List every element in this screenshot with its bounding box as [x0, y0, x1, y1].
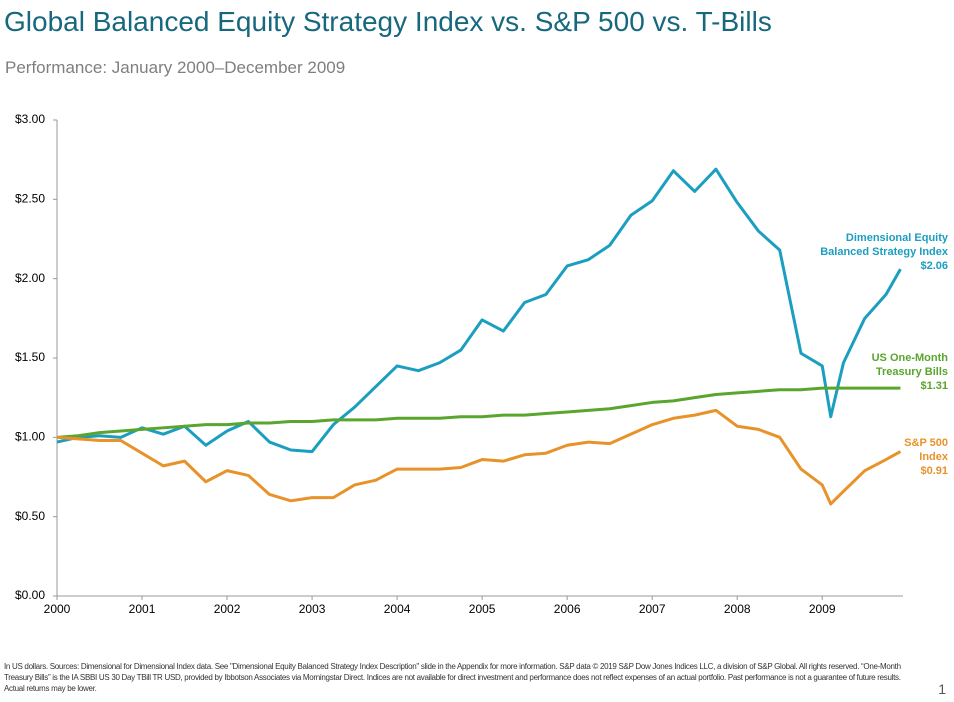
x-tick-label: 2003: [299, 602, 326, 616]
footnote: In US dollars. Sources: Dimensional for …: [4, 662, 901, 693]
y-tick-label: $1.50: [15, 350, 45, 364]
x-tick-label: 2000: [44, 602, 71, 616]
series-line: [56, 408, 902, 506]
x-tick-label: 2009: [809, 602, 836, 616]
x-tick-label: 2007: [639, 602, 666, 616]
x-tick-label: 2005: [469, 602, 496, 616]
series-label: Dimensional Equity Balanced Strategy Ind…: [798, 231, 948, 273]
x-tick-label: 2002: [214, 602, 241, 616]
series-line: [56, 386, 901, 439]
data-label: $1.31: [920, 380, 948, 392]
y-tick-label: $1.00: [15, 430, 45, 444]
series-label: S&P 500 Index $0.91: [878, 436, 948, 478]
legend-entry: US One-Month Treasury Bills: [871, 352, 948, 378]
y-tick-label: $0.50: [15, 509, 45, 523]
y-tick-label: $2.50: [15, 192, 45, 206]
x-tick-label: 2006: [554, 602, 581, 616]
chart-title: Global Balanced Equity Strategy Index vs…: [4, 6, 772, 37]
series-line: [56, 167, 902, 454]
series-label: US One-Month Treasury Bills $1.31: [848, 351, 948, 393]
data-label: $0.91: [920, 465, 948, 477]
page-number: 1: [938, 681, 946, 697]
chart-subtitle: Performance: January 2000–December 2009: [5, 58, 346, 77]
x-tick-label: 2004: [384, 602, 411, 616]
legend-entry: S&P 500 Index: [904, 437, 948, 463]
y-tick-label: $0.00: [15, 588, 45, 602]
y-tick-label: $3.00: [15, 112, 45, 126]
y-tick-label: $2.00: [15, 271, 45, 285]
legend-entry: Dimensional Equity Balanced Strategy Ind…: [820, 232, 948, 258]
data-label: $2.06: [920, 260, 948, 272]
x-tick-label: 2001: [129, 602, 156, 616]
x-tick-label: 2008: [724, 602, 751, 616]
